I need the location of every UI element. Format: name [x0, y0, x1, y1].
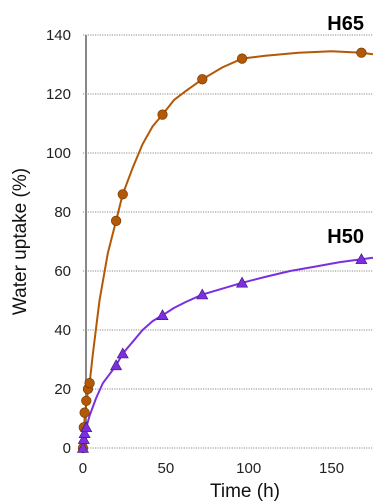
data-point-h65 [236, 53, 248, 64]
x-tick-label: 50 [157, 460, 174, 477]
y-axis-title: Water uptake (%) [10, 168, 31, 315]
data-point-h50 [196, 288, 209, 300]
data-point-h50 [156, 309, 169, 320]
data-point-h65 [157, 109, 168, 120]
y-tick-label: 80 [54, 204, 71, 221]
data-point-h50 [236, 276, 249, 288]
series [76, 47, 373, 454]
y-tick-label: 20 [54, 381, 71, 398]
data-point-h65 [117, 189, 128, 200]
series-line-h50 [82, 256, 373, 449]
series-h65 [77, 47, 373, 454]
grid-lines [82, 34, 373, 449]
x-tick-label: 100 [236, 460, 261, 477]
data-point-h50 [110, 359, 123, 371]
data-point-h50 [77, 433, 90, 444]
data-point-h50 [76, 441, 89, 453]
x-tick-label: 150 [319, 460, 344, 477]
y-tick-label: 0 [63, 440, 71, 457]
series-h50 [76, 253, 373, 453]
x-tick-label: 0 [79, 460, 87, 477]
y-tick-label: 120 [46, 86, 71, 103]
tick-labels: 0 20 40 60 80 100 120 140 0 50 100 150 [46, 27, 344, 477]
data-point-h50 [355, 253, 368, 264]
data-point-h65 [79, 407, 90, 418]
data-point-h50 [116, 347, 129, 359]
x-axis-title: Time (h) [210, 481, 280, 502]
data-point-h65 [356, 47, 367, 58]
y-tick-label: 140 [46, 27, 71, 44]
data-point-h65 [81, 395, 92, 406]
data-point-h65 [111, 215, 122, 226]
y-tick-label: 100 [46, 145, 71, 162]
data-point-h65 [197, 74, 208, 85]
series-label-h65: H65 [327, 13, 364, 35]
y-tick-label: 60 [54, 263, 71, 280]
data-point-h50 [78, 427, 91, 438]
series-line-h65 [82, 50, 373, 449]
data-point-h50 [80, 421, 93, 433]
series-label-h50: H50 [327, 226, 364, 248]
data-point-h65 [84, 378, 95, 389]
y-tick-label: 40 [54, 322, 71, 339]
